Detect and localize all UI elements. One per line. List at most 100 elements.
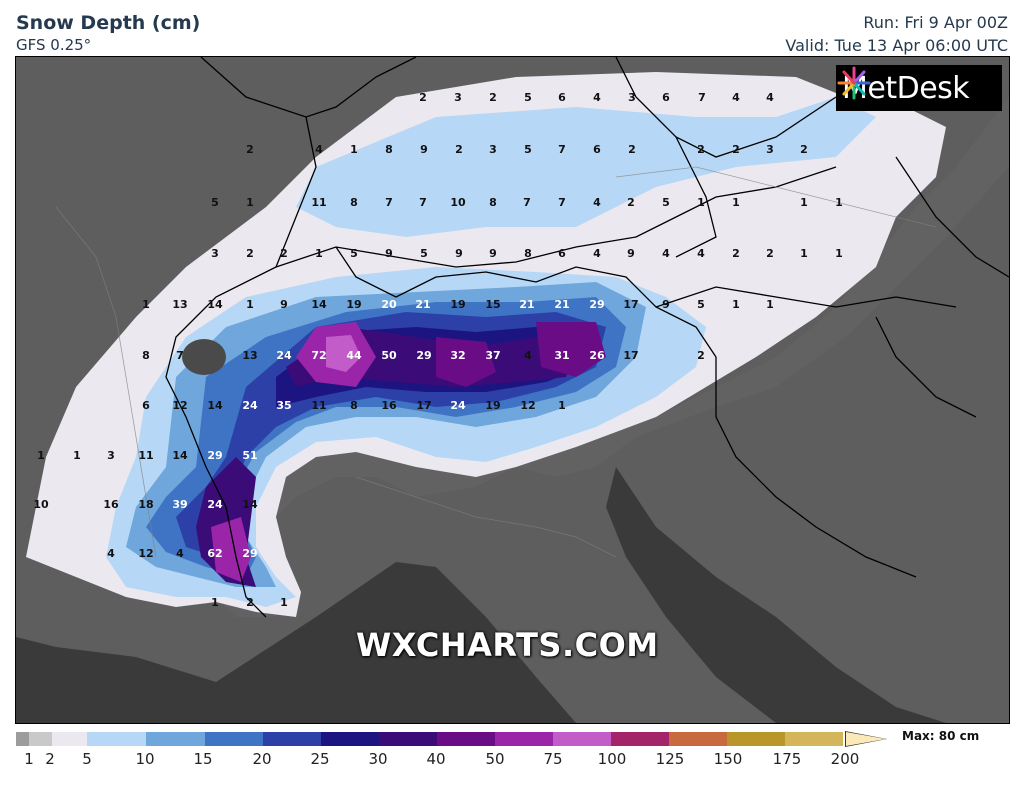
snow-depth-value: 4 [524,349,532,362]
wxcharts-watermark: WXCHARTS.COM [356,626,659,664]
snow-depth-value: 2 [246,596,254,609]
snow-depth-value: 11 [311,196,326,209]
snow-depth-value: 7 [558,143,566,156]
snow-depth-value: 3 [628,91,636,104]
snow-depth-value: 8 [142,349,150,362]
snow-depth-value: 8 [350,196,358,209]
snow-depth-value: 1 [280,596,288,609]
max-value-label: Max: 80 cm [902,729,980,743]
snow-depth-value: 15 [485,298,500,311]
adriatic-sea [606,467,946,723]
snow-depth-value: 5 [211,196,219,209]
snow-depth-value: 19 [346,298,361,311]
snow-depth-value: 9 [489,247,497,260]
snow-depth-value: 4 [662,247,670,260]
snow-depth-value: 7 [558,196,566,209]
legend-tick-label: 15 [193,750,213,768]
snow-depth-value: 12 [138,547,153,560]
snow-depth-value: 9 [420,143,428,156]
snow-depth-value: 9 [627,247,635,260]
legend-tick-label: 5 [82,750,92,768]
legend-tick-label: 75 [543,750,563,768]
snow-depth-value: 29 [207,449,222,462]
valid-time: Valid: Tue 13 Apr 06:00 UTC [785,36,1008,55]
snow-depth-value: 6 [142,399,150,412]
snow-depth-value: 9 [385,247,393,260]
snow-depth-value: 2 [280,247,288,260]
snow-depth-value: 14 [172,449,188,462]
legend-tick-labels: 1 2 5 10 15 20 25 30 40 50 75 100 125 150 175 200 [0,750,1024,770]
snow-depth-value: 29 [242,547,257,560]
snow-depth-value: 14 [311,298,327,311]
lake-geneva [182,339,226,375]
snow-depth-value: 24 [450,399,466,412]
model-label: GFS 0.25° [16,36,92,54]
snow-depth-value: 4 [766,91,774,104]
legend-color-segment [263,732,321,746]
legend-color-segment [553,732,611,746]
chart-title: Snow Depth (cm) [16,12,201,34]
legend-color-segment [146,732,205,746]
snow-depth-value: 20 [381,298,397,311]
snow-depth-value: 1 [558,399,566,412]
legend-arrow [846,732,886,746]
snow-depth-value: 2 [489,91,497,104]
legend-color-segment [727,732,785,746]
legend-color-segment [29,732,52,746]
legend-tick-label: 150 [713,750,743,768]
snow-depth-value: 2 [697,143,705,156]
snow-depth-value: 5 [662,196,670,209]
snow-depth-value: 2 [455,143,463,156]
snow-depth-value: 4 [593,247,601,260]
snow-depth-value: 5 [524,143,532,156]
legend-tick-label: 25 [310,750,330,768]
snow-depth-value: 18 [138,498,153,511]
run-time: Run: Fri 9 Apr 00Z [863,13,1008,32]
snow-depth-value: 16 [381,399,397,412]
metdesk-logo-text: MetDesk [842,70,970,106]
snow-depth-value: 2 [628,143,636,156]
snow-depth-value: 32 [450,349,465,362]
legend-color-segment [669,732,727,746]
snow-depth-value: 3 [454,91,462,104]
snow-depth-value: 1 [732,196,740,209]
legend-tick-label: 30 [368,750,388,768]
snow-depth-value: 6 [593,143,601,156]
snow-depth-value: 10 [450,196,466,209]
snow-depth-value: 24 [207,498,223,511]
snow-depth-value: 1 [246,196,254,209]
snow-depth-value: 5 [524,91,532,104]
metdesk-starburst-icon [837,66,871,100]
legend-tick-label: 10 [135,750,155,768]
legend-tick-label: 20 [252,750,272,768]
snow-depth-value: 19 [450,298,465,311]
snow-depth-value: 1 [73,449,81,462]
snow-depth-value: 19 [485,399,500,412]
legend-tick-label: 125 [655,750,685,768]
snow-depth-value: 5 [420,247,428,260]
legend-color-segment [611,732,669,746]
snow-depth-value: 72 [311,349,326,362]
snow-depth-value: 2 [419,91,427,104]
legend-tick-label: 2 [45,750,55,768]
snow-depth-value: 13 [172,298,187,311]
snow-depth-value: 10 [33,498,49,511]
snow-depth-value: 37 [485,349,500,362]
snow-depth-value: 9 [280,298,288,311]
snow-depth-value: 4 [315,143,323,156]
snow-depth-value: 14 [207,399,223,412]
snow-depth-value: 8 [350,399,358,412]
legend-color-segment [52,732,87,746]
legend-tick-label: 1 [24,750,34,768]
snow-depth-value: 1 [697,196,705,209]
snow-depth-value: 16 [103,498,119,511]
legend-tick-label: 175 [772,750,802,768]
snow-depth-value: 4 [593,196,601,209]
snow-depth-value: 6 [662,91,670,104]
snow-depth-value: 12 [172,399,187,412]
snow-depth-value: 2 [627,196,635,209]
snow-depth-value: 62 [207,547,222,560]
snow-depth-map[interactable]: 2 3 2 5 6 4 3 6 7 4 4 2 4 1 8 9 2 3 5 7 6 2 2 2 3 2 5 1 11 8 7 7 10 8 7 7 4 2… [15,56,1010,724]
legend-color-segment [785,732,843,746]
snow-depth-value: 5 [350,247,358,260]
